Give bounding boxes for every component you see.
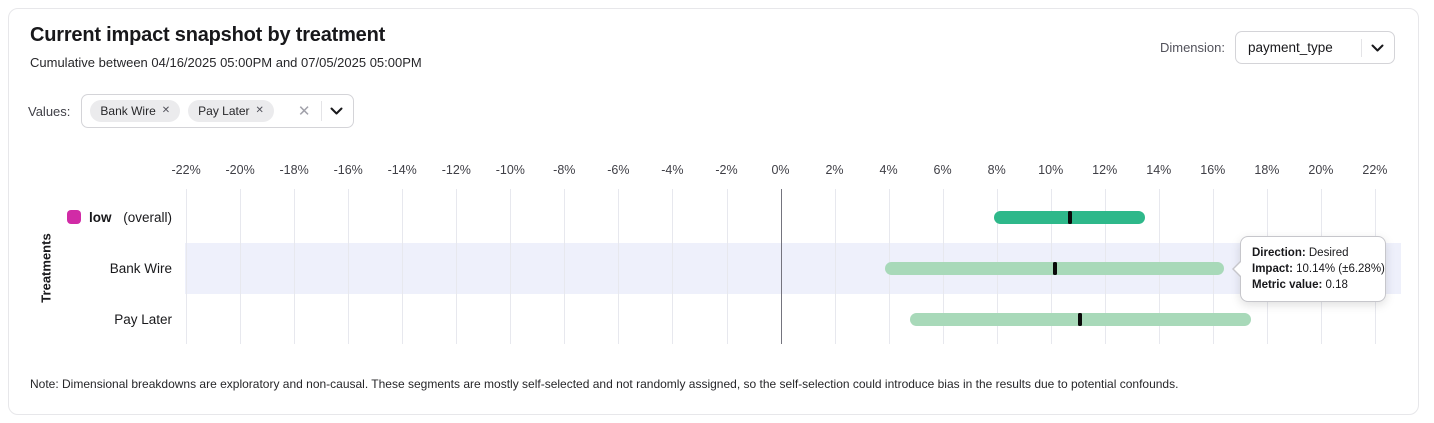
tooltip-impact-line: Impact: 10.14% (±6.28%) — [1252, 263, 1385, 275]
x-axis-tick-label: 22% — [1362, 163, 1388, 177]
x-axis-tick-label: -10% — [495, 163, 525, 177]
x-axis-tick-label: 6% — [933, 163, 952, 177]
x-axis-tick-label: -4% — [661, 163, 684, 177]
values-multiselect[interactable]: Bank Wire ✕ Pay Later ✕ ✕ — [81, 94, 354, 128]
tooltip-direction-line: Direction: Desired — [1252, 247, 1349, 259]
impact-point-marker-low — [1067, 210, 1072, 224]
divider — [320, 101, 322, 121]
gridline — [618, 189, 620, 344]
x-axis-tick-label: 4% — [879, 163, 898, 177]
x-axis-tick-label: 8% — [987, 163, 1006, 177]
gridline — [564, 189, 566, 344]
x-axis-tick-label: 18% — [1254, 163, 1280, 177]
impact-point-marker-bank-wire — [1052, 261, 1057, 275]
filter-chip-bank-wire[interactable]: Bank Wire ✕ — [90, 100, 181, 122]
x-axis-tick-label: -14% — [387, 163, 417, 177]
gridline — [510, 189, 512, 344]
divider — [1361, 38, 1362, 57]
x-axis-tick-label: 16% — [1200, 163, 1226, 177]
chips-container: Bank Wire ✕ Pay Later ✕ — [90, 100, 282, 122]
dimension-selected-value: payment_type — [1248, 40, 1333, 55]
row-label-pay-later: Pay Later — [20, 309, 172, 329]
x-axis-tick-label: -8% — [553, 163, 576, 177]
gridline — [348, 189, 350, 344]
x-axis-tick-label: -6% — [607, 163, 630, 177]
filter-chip-label: Bank Wire — [100, 104, 156, 118]
gridline — [726, 189, 728, 344]
x-axis-tick-label: 2% — [825, 163, 844, 177]
values-label: Values: — [28, 103, 71, 119]
legend-swatch-icon — [66, 210, 81, 224]
x-axis-tick-label: -2% — [715, 163, 738, 177]
impact-snapshot-card — [8, 8, 1419, 415]
zero-baseline — [780, 189, 782, 344]
chevron-down-icon[interactable] — [330, 107, 343, 115]
row-label-low: low (overall) — [20, 207, 172, 227]
x-axis-tick-label: -20% — [225, 163, 255, 177]
values-filter: Values: Bank Wire ✕ Pay Later ✕ ✕ — [28, 94, 354, 128]
gridline — [672, 189, 674, 344]
x-axis-tick-label: 0% — [771, 163, 790, 177]
page-title: Current impact snapshot by treatment — [30, 24, 386, 46]
gridline — [456, 189, 458, 344]
gridline — [186, 189, 188, 344]
disclaimer-note: Note: Dimensional breakdowns are explora… — [30, 377, 1179, 391]
x-axis-tick-label: 20% — [1308, 163, 1334, 177]
dimension-label: Dimension: — [1159, 40, 1225, 55]
gridline — [294, 189, 296, 344]
dimension-control: Dimension: payment_type — [1160, 31, 1395, 64]
x-axis-tick-label: 12% — [1092, 163, 1118, 177]
date-range-subtitle: Cumulative between 04/16/2025 05:00PM an… — [30, 55, 422, 70]
filter-chip-label: Pay Later — [198, 104, 250, 118]
remove-chip-icon[interactable]: ✕ — [161, 105, 171, 116]
dimension-select[interactable]: payment_type — [1235, 31, 1395, 64]
remove-chip-icon[interactable]: ✕ — [255, 105, 264, 116]
tooltip-metric-line: Metric value: 0.18 — [1252, 279, 1348, 291]
gridline — [402, 189, 404, 344]
bar-tooltip: Direction: Desired Impact: 10.14% (±6.28… — [1232, 236, 1386, 302]
treatment-name: Bank Wire — [109, 260, 172, 276]
treatment-name: low — [88, 209, 112, 225]
treatment-suffix: (overall) — [119, 209, 172, 225]
gridline — [834, 189, 836, 344]
row-label-bank-wire: Bank Wire — [20, 258, 172, 278]
clear-all-icon[interactable]: ✕ — [297, 102, 311, 120]
x-axis-tick-label: -18% — [279, 163, 309, 177]
chevron-down-icon — [1371, 44, 1384, 52]
x-axis-tick-label: -22% — [171, 163, 201, 177]
treatment-name: Pay Later — [114, 311, 172, 327]
filter-chip-pay-later[interactable]: Pay Later ✕ — [188, 100, 274, 122]
x-axis-tick-label: -12% — [441, 163, 471, 177]
x-axis-tick-label: 14% — [1146, 163, 1172, 177]
x-axis-tick-label: 10% — [1038, 163, 1064, 177]
x-axis-tick-label: -16% — [333, 163, 363, 177]
impact-point-marker-pay-later — [1078, 312, 1083, 326]
gridline — [240, 189, 242, 344]
